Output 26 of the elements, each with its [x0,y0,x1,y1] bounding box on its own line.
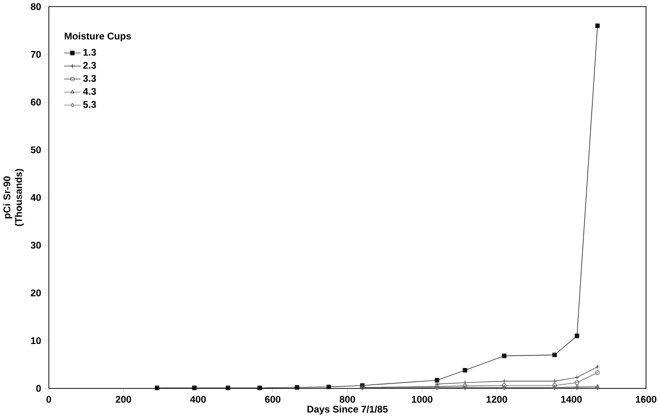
legend-label: 2.3 [83,62,96,69]
legend-label: 1.3 [83,49,96,56]
x-tick-label: 0 [46,396,52,403]
y-axis-title: pCi Sr-90 (Thousands) [3,169,24,226]
y-tick-label: 60 [30,98,41,106]
x-tick-label: 1200 [486,396,508,403]
y-tick-label: 40 [30,194,41,202]
y-tick-label: 0 [36,385,41,392]
x-tick-label: 200 [116,396,132,403]
x-tick-label: 800 [340,396,356,403]
legend-title: Moisture Cups [64,32,131,42]
x-tick-label: 1600 [636,396,656,403]
y-tick-label: 70 [30,51,41,58]
x-tick-label: 1000 [412,396,432,403]
y-tick-label: 30 [30,242,41,249]
legend-label: 4.3 [83,88,96,95]
legend-label: 3.3 [83,75,96,82]
x-tick-label: 600 [265,396,280,403]
y-tick-label: 50 [30,146,41,154]
y-tick-label: 80 [30,3,41,10]
legend-label: 5.3 [83,101,96,108]
y-tick-label: 10 [31,337,41,344]
x-axis-title: Days Since 7/1/85 [307,406,388,415]
x-tick-label: 1400 [561,396,582,403]
x-tick-label: 400 [190,396,206,403]
y-tick-label: 20 [30,290,41,296]
